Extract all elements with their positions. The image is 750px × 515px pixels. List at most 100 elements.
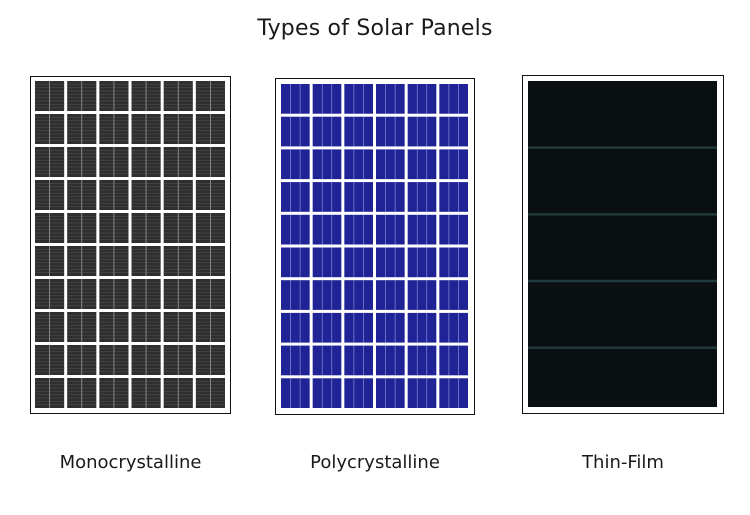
poly-cell [376,182,405,212]
poly-cell [376,312,405,343]
poly-cell [376,378,405,408]
mono-cell [67,312,97,342]
poly-cell [344,182,373,212]
poly-cell [312,214,342,245]
mono-cell [99,114,129,144]
poly-cell [344,378,373,408]
mono-cell [163,312,193,342]
poly-cell [376,214,405,245]
mono-cell [131,147,161,177]
mono-cell [131,81,161,111]
polycrystalline-label: Polycrystalline [310,452,440,473]
mono-cell [67,114,97,144]
mono-cell [67,345,97,375]
poly-cell [407,116,437,147]
poly-cell [376,280,405,310]
mono-cell [131,345,161,375]
mono-cell [99,81,129,111]
mono-cell [35,345,65,375]
mono-cell [163,246,193,276]
mono-cell [195,246,225,276]
mono-cell [35,312,65,342]
mono-cell [195,81,225,111]
poly-cell [281,247,310,278]
mono-cell [99,147,129,177]
poly-cell [344,84,373,114]
mono-cell [131,312,161,342]
poly-cell [312,182,342,212]
poly-cell [281,378,310,408]
mono-cell [67,180,97,210]
mono-cell [67,246,97,276]
mono-cell [35,279,65,309]
poly-cell [281,116,310,147]
monocrystalline-cell-grid [35,81,225,408]
poly-cell [439,247,468,278]
poly-cell [281,214,310,245]
mono-cell [131,114,161,144]
poly-cell [312,84,342,114]
poly-cell [407,214,437,245]
monocrystalline-panel [30,76,231,414]
poly-cell [407,247,437,278]
poly-cell [344,214,373,245]
thin-film-label: Thin-Film [582,452,664,473]
mono-cell [131,246,161,276]
mono-cell [195,279,225,309]
mono-cell [35,378,65,408]
mono-cell [35,147,65,177]
mono-cell [195,378,225,408]
poly-cell [407,182,437,212]
mono-cell [195,213,225,243]
mono-cell [195,345,225,375]
poly-cell [312,247,342,278]
poly-cell [376,247,405,278]
poly-cell [376,149,405,180]
poly-cell [344,247,373,278]
thin-film-layer [528,81,717,407]
poly-cell [281,149,310,180]
poly-cell [344,312,373,343]
poly-cell [312,312,342,343]
mono-cell [99,246,129,276]
mono-cell [163,81,193,111]
poly-cell [439,280,468,310]
mono-cell [35,114,65,144]
poly-cell [312,116,342,147]
mono-cell [163,345,193,375]
diagram-title: Types of Solar Panels [257,16,493,41]
mono-cell [67,279,97,309]
poly-cell [407,280,437,310]
mono-cell [163,378,193,408]
poly-cell [281,345,310,376]
mono-cell [99,378,129,408]
polycrystalline-cell-grid [281,84,468,408]
polycrystalline-panel [275,78,475,415]
mono-cell [163,114,193,144]
poly-cell [281,312,310,343]
thin-film-surface [528,81,717,407]
mono-cell [99,312,129,342]
mono-cell [163,279,193,309]
poly-cell [281,84,310,114]
poly-cell [344,280,373,310]
poly-cell [439,214,468,245]
mono-cell [195,147,225,177]
thin-film-panel [522,75,724,414]
poly-cell [344,149,373,180]
poly-cell [376,116,405,147]
mono-cell [99,279,129,309]
mono-cell [131,279,161,309]
poly-cell [439,345,468,376]
mono-cell [99,180,129,210]
poly-cell [312,378,342,408]
mono-cell [131,213,161,243]
poly-cell [376,84,405,114]
poly-cell [312,280,342,310]
poly-cell [439,84,468,114]
mono-cell [163,147,193,177]
poly-cell [407,149,437,180]
poly-cell [281,182,310,212]
poly-cell [439,312,468,343]
poly-cell [407,84,437,114]
